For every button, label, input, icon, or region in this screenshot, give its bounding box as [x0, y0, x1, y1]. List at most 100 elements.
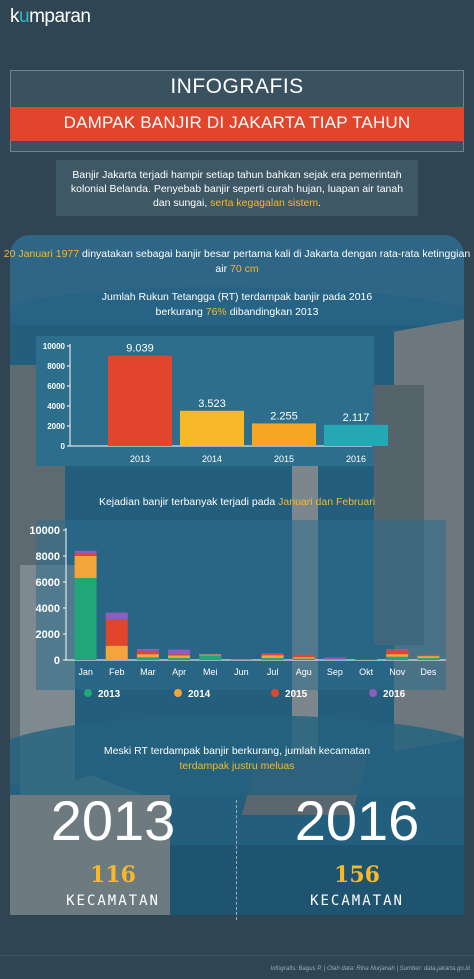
chart2-bar-segment [417, 655, 440, 657]
compare-divider [236, 800, 237, 920]
chart2-y-tick-label: 10000 [29, 525, 60, 537]
chart1-value-label: 2.255 [270, 410, 298, 422]
chart2-x-label: Okt [359, 667, 374, 677]
chart-monthly-background [36, 520, 446, 690]
title-frame: INFOGRAFIS DAMPAK BANJIR DI JAKARTA TIAP… [10, 70, 464, 152]
chart2-x-label: Nov [389, 667, 406, 677]
legend-label: 2013 [98, 689, 121, 700]
chart2-bar-segment [74, 578, 97, 660]
chart2-x-label: Jan [78, 667, 93, 677]
fact-rt-affected: Jumlah Rukun Tetangga (RT) terdampak ban… [101, 291, 373, 318]
compare-label-2013: KECAMATAN [66, 893, 160, 909]
chart2-bar-segment [105, 645, 128, 660]
chart1-value-label: 9.039 [126, 343, 154, 355]
chart2-bar-segment [168, 658, 191, 660]
chart2-x-label: Jul [267, 667, 279, 677]
chart2-bar-segment [386, 650, 409, 655]
chart2-bar-segment [386, 654, 409, 657]
chart2-bar-segment [136, 657, 159, 660]
chart2-bar-segment [323, 659, 346, 660]
chart2-bar-segment [417, 654, 440, 656]
compare-year-2013: 2013 [50, 789, 176, 852]
chart2-bar-segment [261, 655, 284, 659]
fact-first-flood: 20 Januari 1977 dinyatakan sebagai banji… [3, 248, 471, 275]
chart2-y-tick-label: 4000 [36, 603, 60, 615]
chart2-bar-segment [168, 654, 191, 656]
chart1-y-tick-label: 8000 [47, 362, 65, 371]
chart2-bar-segment [105, 619, 128, 646]
compare-label-2016: KECAMATAN [310, 893, 404, 909]
chart2-bar-segment [136, 648, 159, 651]
chart2-bar-segment [292, 657, 315, 659]
chart2-bar-segment [292, 654, 315, 656]
chart1-x-label: 2016 [346, 454, 366, 464]
legend-swatch [174, 689, 182, 697]
chart1-value-label: 3.523 [198, 398, 226, 410]
chart2-y-tick-label: 8000 [36, 551, 60, 563]
intro-text: Banjir Jakarta terjadi hampir setiap tah… [70, 169, 404, 209]
chart2-bar-segment [199, 654, 222, 656]
chart1-bar [180, 410, 244, 446]
chart2-x-label: Feb [109, 667, 125, 677]
chart1-value-label: 2.117 [343, 412, 370, 424]
chart2-x-label: Mei [203, 667, 218, 677]
chart2-x-label: Mar [140, 667, 156, 677]
chart1-x-label: 2013 [130, 454, 150, 464]
chart1-x-label: 2014 [202, 454, 222, 464]
flood-wave-front [10, 715, 464, 795]
chart2-bar-segment [199, 655, 222, 660]
chart2-x-label: Apr [172, 667, 186, 677]
chart1-x-label: 2015 [274, 454, 294, 464]
fact-kecamatan: Meski RT terdampak banjir berkurang, jum… [103, 745, 371, 772]
header-bar: kumparan [0, 0, 474, 44]
chart2-bar-segment [136, 650, 159, 655]
legend-label: 2016 [383, 689, 406, 700]
chart1-bar [324, 424, 388, 446]
chart1-bar [252, 423, 316, 446]
chart2-bar-segment [386, 649, 409, 651]
legend-label: 2014 [188, 689, 211, 700]
footer [0, 955, 474, 979]
legend-swatch [271, 689, 279, 697]
chart2-bar-segment [136, 654, 159, 658]
chart2-bar-segment [386, 656, 409, 660]
chart2-bar-segment [292, 655, 315, 658]
chart2-bar-segment [105, 612, 128, 620]
chart2-bar-segment [261, 658, 284, 660]
chart1-y-tick-label: 10000 [43, 342, 66, 351]
chart2-bar-segment [168, 655, 191, 659]
chart2-x-label: Des [420, 667, 437, 677]
page-title: DAMPAK BANJIR DI JAKARTA TIAP TAHUN [63, 113, 411, 132]
chart2-bar-segment [292, 658, 315, 660]
chart2-bar-segment [168, 649, 191, 655]
chart2-bar-segment [74, 556, 97, 579]
chart2-x-label: Jun [234, 667, 249, 677]
chart2-y-tick-label: 2000 [36, 629, 60, 641]
credit-line: Infografis: Bagus P. | Olah data: Rina N… [270, 966, 470, 972]
chart2-y-tick-label: 6000 [36, 577, 60, 589]
chart1-y-tick-label: 2000 [47, 422, 65, 431]
chart2-bar-segment [261, 653, 284, 654]
legend-swatch [84, 689, 92, 697]
compare-count-2013: 116 [90, 862, 136, 888]
chart1-y-tick-label: 0 [61, 442, 66, 451]
classic-building [10, 795, 170, 915]
chart2-x-label: Sep [327, 667, 343, 677]
intro-highlight: serta kegagalan sistem [210, 197, 319, 209]
compare-count-2016: 156 [334, 862, 380, 888]
chart1-y-tick-label: 6000 [47, 382, 65, 391]
chart2-bar-segment [417, 656, 440, 659]
chart2-bar-segment [355, 659, 378, 660]
legend-swatch [369, 689, 377, 697]
chart2-bar-segment [261, 653, 284, 656]
infographic-label: INFOGRAFIS [170, 75, 304, 98]
chart2-bar-segment [323, 658, 346, 660]
chart2-bar-segment [323, 657, 346, 659]
chart1-y-tick-label: 4000 [47, 402, 65, 411]
legend-label: 2015 [285, 689, 308, 700]
chart2-bar-segment [417, 658, 440, 660]
chart2-x-label: Agu [296, 667, 312, 677]
fact-peak-months: Kejadian banjir terbanyak terjadi pada J… [98, 496, 376, 508]
brand-logo[interactable]: kumparan [10, 6, 91, 27]
